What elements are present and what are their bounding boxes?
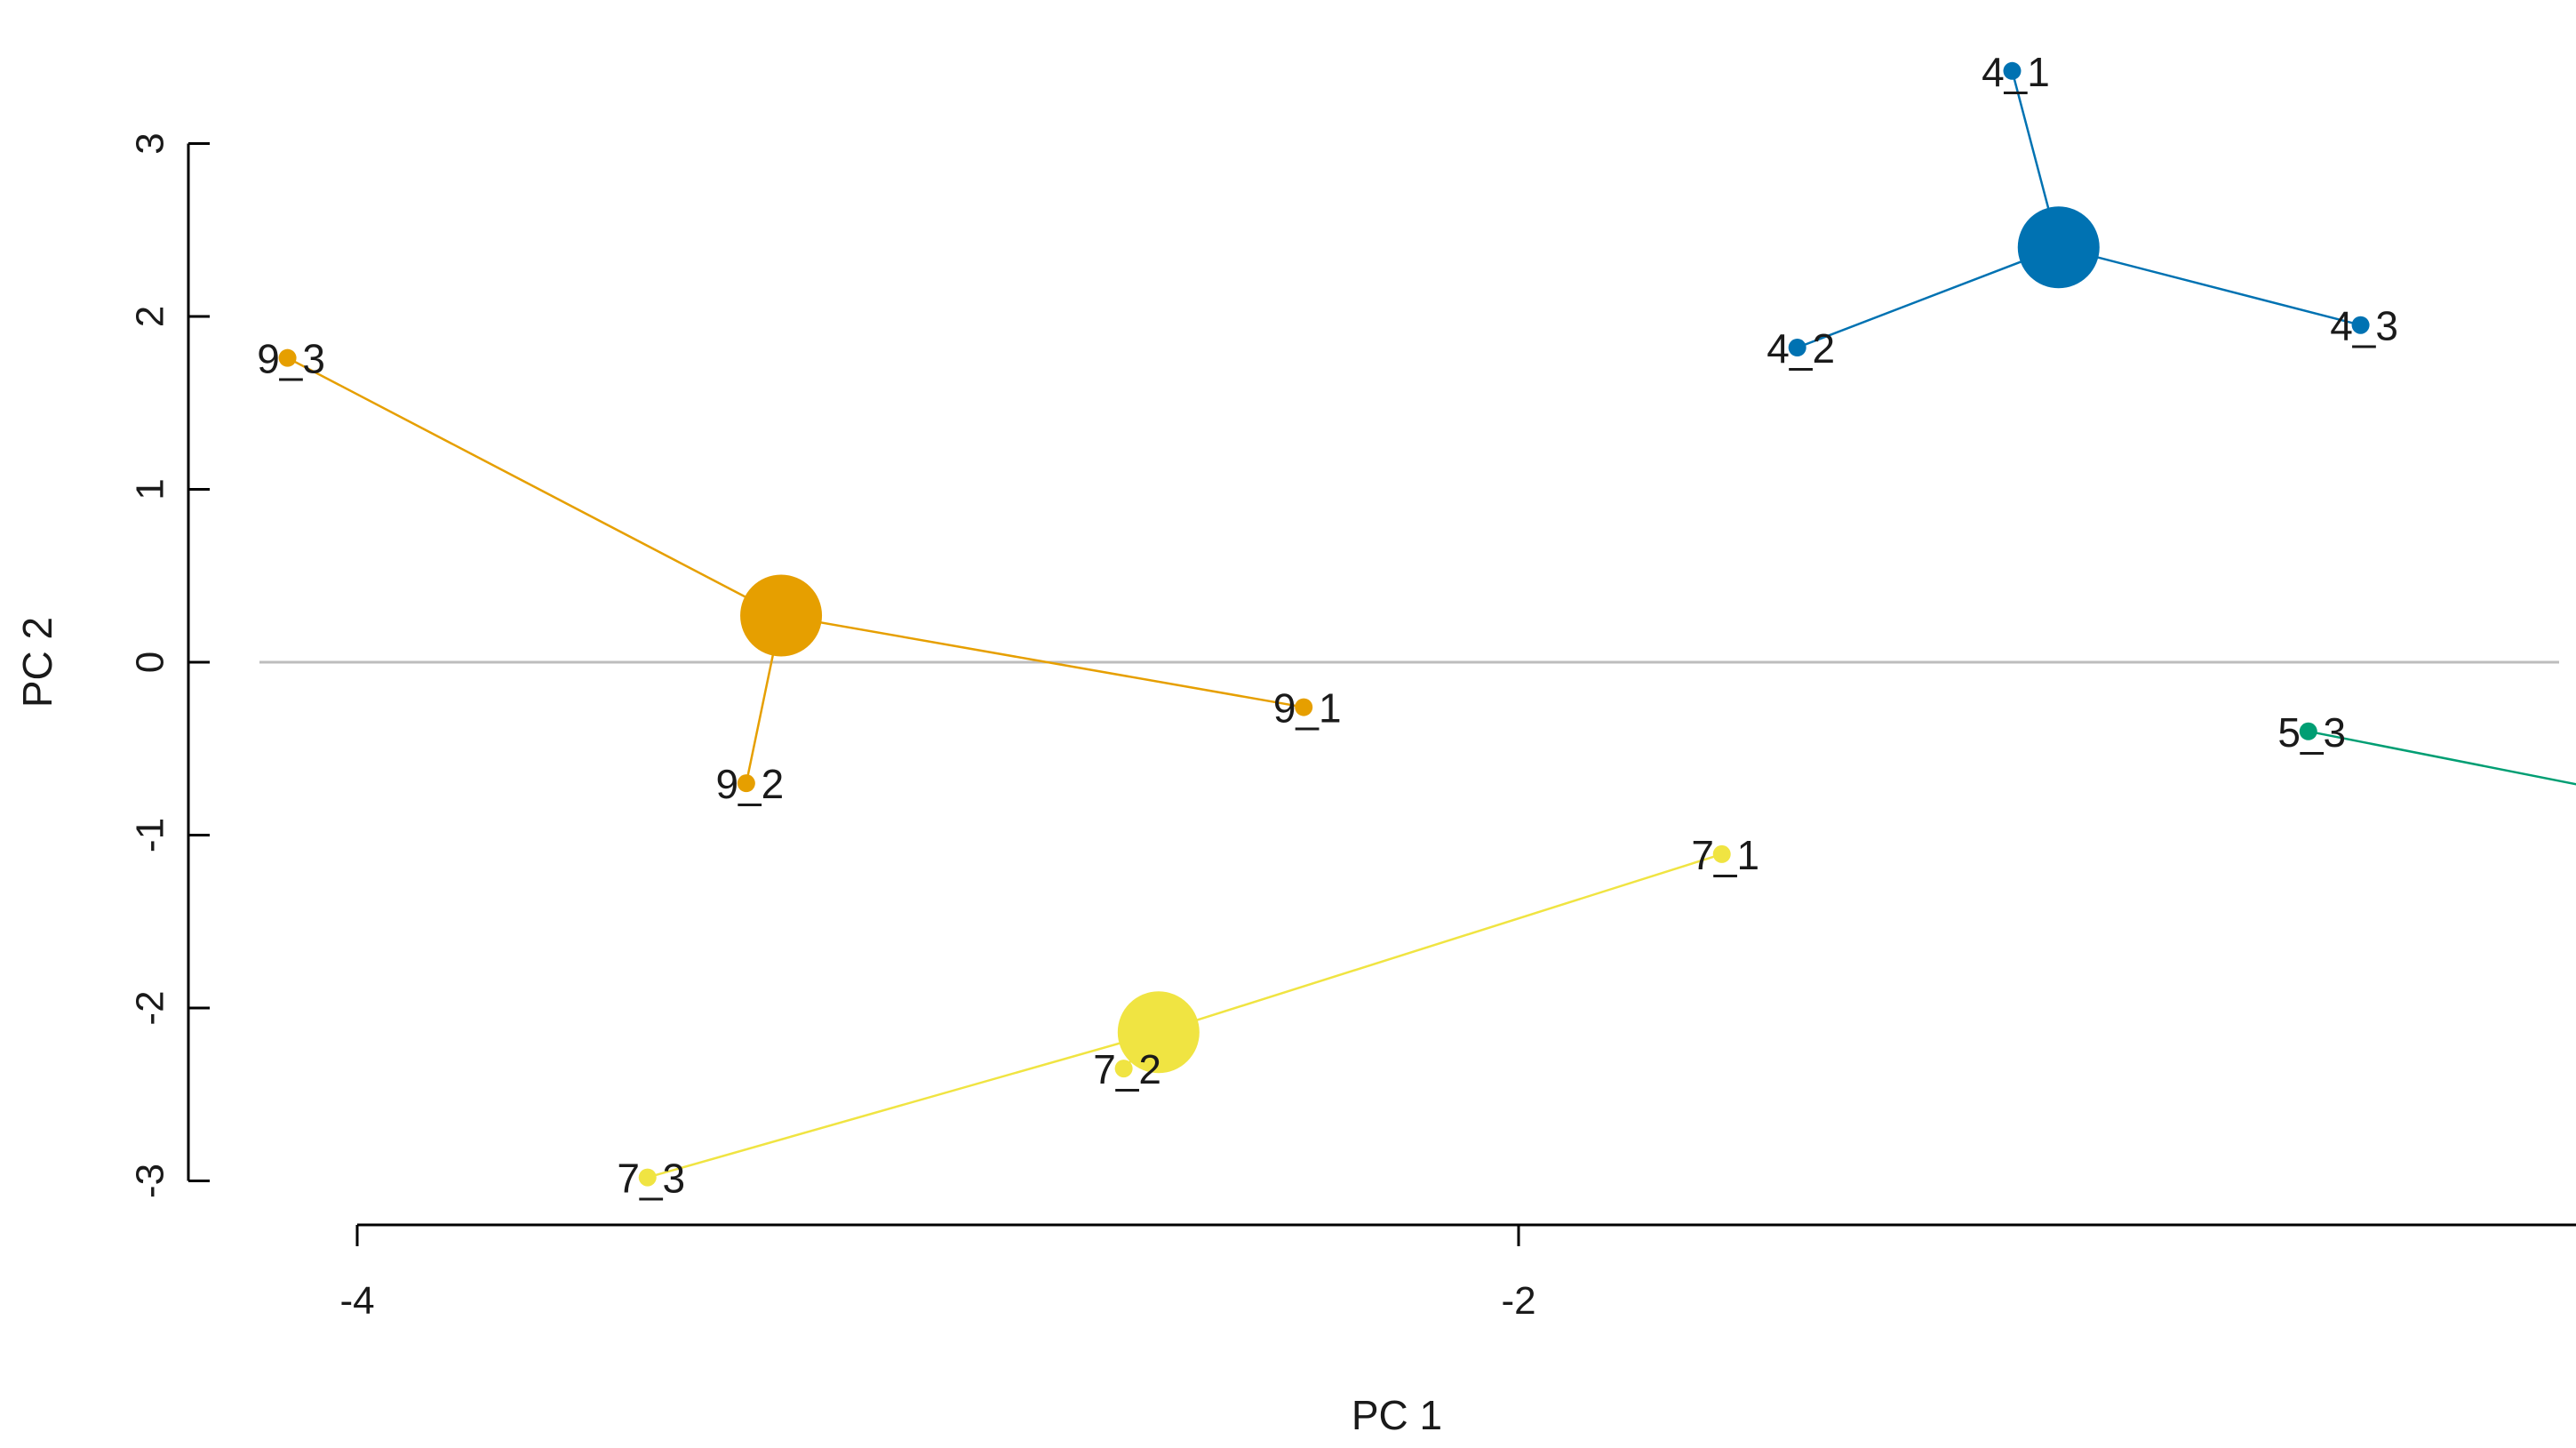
y-tick-label: 3: [129, 132, 172, 154]
spoke-line: [2058, 245, 2361, 326]
point-9_2: [737, 774, 755, 793]
y-tick-label: 1: [129, 478, 172, 500]
point-label-9_1: 9_1: [1273, 685, 1342, 732]
x-tick-label: -2: [1501, 1279, 1535, 1323]
y-tick-label: -1: [129, 818, 172, 852]
spoke-line: [287, 356, 782, 617]
reference-lines: [259, 660, 2559, 664]
y-tick-label: -3: [129, 1164, 172, 1198]
x-axis-title: PC 1: [1352, 1392, 1442, 1438]
point-label-4_3: 4_3: [2330, 303, 2398, 349]
y-tick-label: -2: [129, 990, 172, 1025]
x-tick-label: -4: [339, 1279, 374, 1323]
point-4_1: [2003, 61, 2022, 80]
spoke-line: [1158, 852, 1723, 1034]
spoke-line: [2308, 730, 2576, 786]
point-4_3: [2351, 316, 2370, 334]
point-5_3: [2299, 722, 2317, 740]
y-axis-title: PC 2: [14, 617, 60, 708]
centroid-4: [2017, 206, 2100, 289]
spoke-line: [1797, 246, 2060, 349]
point-7_2: [1114, 1060, 1133, 1078]
centroid-9: [740, 574, 823, 657]
point-label-4_1: 4_1: [1982, 49, 2050, 95]
point-label-5_3: 5_3: [2277, 709, 2346, 756]
spoke-line: [780, 614, 1304, 708]
point-9_1: [1295, 698, 1313, 716]
point-7_1: [1712, 844, 1731, 863]
y-tick-label: 0: [129, 652, 172, 673]
group-spokes: [287, 70, 2576, 1179]
point-label-7_1: 7_1: [1691, 832, 1759, 878]
point-label-7_3: 7_3: [617, 1156, 685, 1202]
group-centroids: [740, 206, 2100, 1074]
spoke-line: [647, 1031, 1160, 1179]
point-4_2: [1788, 339, 1806, 357]
point-9_3: [278, 348, 297, 367]
centroid-7: [1117, 991, 1200, 1074]
point-labels: 4_14_24_39_19_29_37_17_27_35_15_25_317_1…: [257, 49, 2398, 1202]
point-label-7_2: 7_2: [1093, 1046, 1161, 1092]
y-tick-label: 2: [129, 306, 172, 327]
point-label-9_3: 9_3: [257, 336, 325, 382]
data-points: [278, 61, 2370, 1187]
point-label-9_2: 9_2: [715, 761, 784, 807]
point-7_3: [638, 1168, 657, 1187]
point-label-4_2: 4_2: [1767, 325, 1835, 372]
